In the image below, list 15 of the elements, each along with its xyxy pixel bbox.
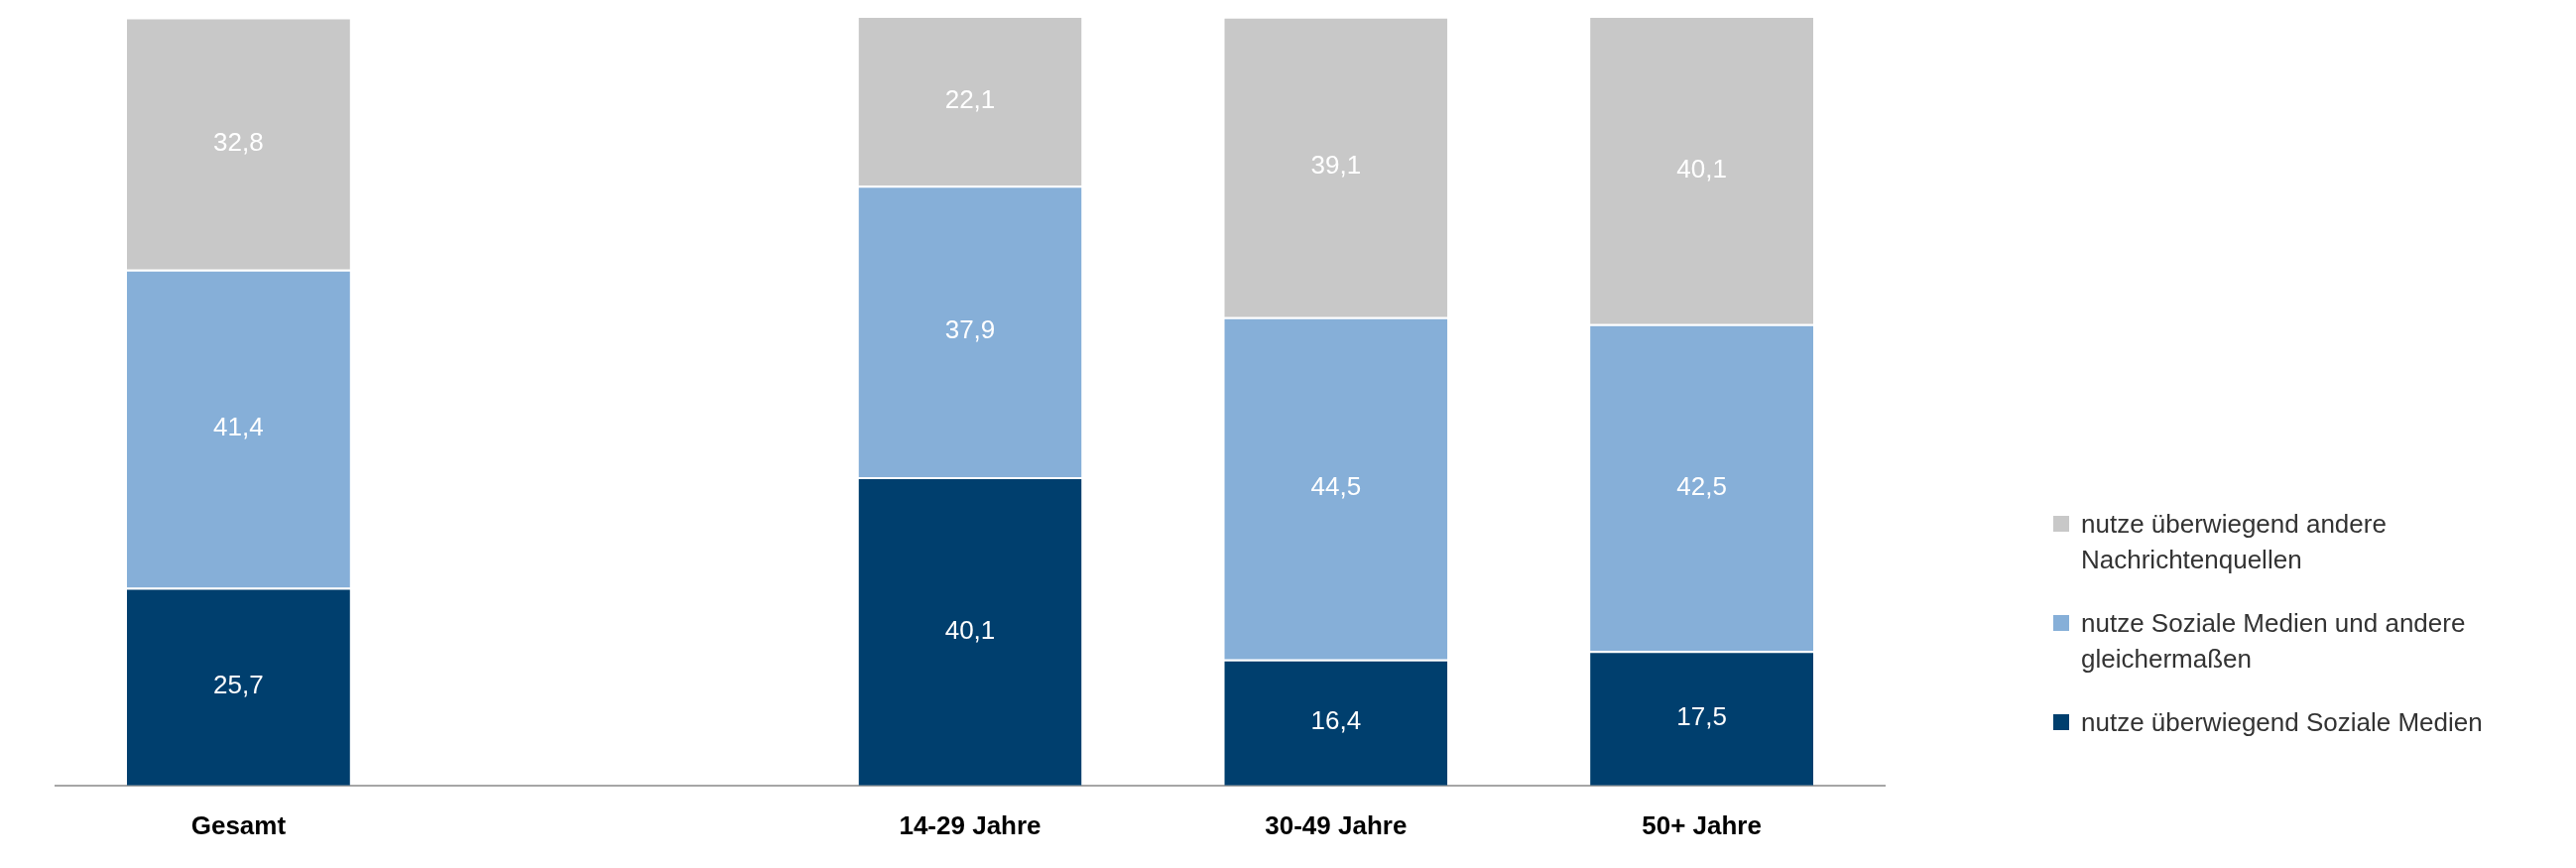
legend-label: nutze überwiegend andere Nachrichtenquellen [2081,508,2388,576]
data-label: 16,4 [1310,705,1362,736]
data-label: 44,5 [1310,471,1362,502]
x-tick-label: 14-29 Jahre [899,809,1042,840]
x-tick-label: 30-49 Jahre [1265,809,1408,840]
legend-label: nutze Soziale Medien und andere gleichermaßen [2081,607,2467,676]
data-label: 40,1 [944,614,996,645]
data-label: 41,4 [213,412,264,442]
data-label: 42,5 [1676,470,1727,501]
data-label: 25,7 [213,670,264,700]
legend-label: nutze überwiegend Soziale Medien [2081,706,2483,739]
x-tick-label: Gesamt [190,809,287,840]
data-label: 37,9 [944,314,996,345]
data-label: 17,5 [1676,701,1727,732]
x-tick-label: 50+ Jahre [1642,809,1762,840]
